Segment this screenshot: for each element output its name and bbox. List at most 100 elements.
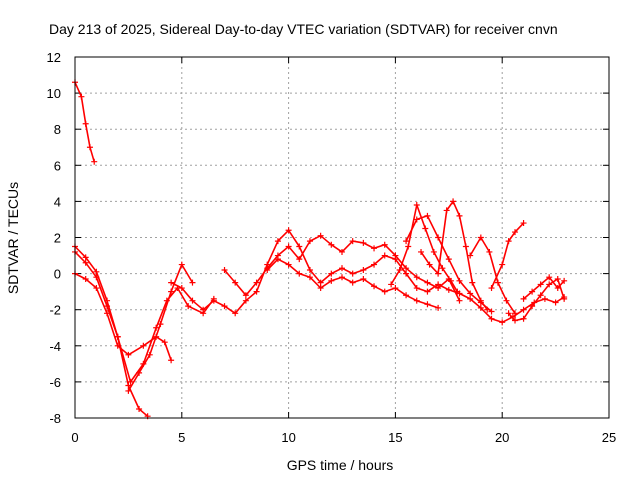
data-point (127, 378, 134, 385)
data-point (499, 319, 506, 326)
data-point (339, 248, 345, 255)
data-point (396, 266, 403, 273)
data-point (403, 238, 410, 245)
series-track-4 (74, 272, 172, 362)
data-point (285, 243, 292, 250)
x-tick-label: 10 (281, 430, 295, 445)
data-point (424, 288, 431, 295)
data-point (221, 303, 228, 310)
data-point (157, 321, 164, 328)
data-point (477, 304, 484, 311)
data-point (388, 281, 395, 288)
data-point (317, 279, 324, 286)
data-point (435, 234, 442, 241)
data-point (168, 288, 175, 295)
data-point (537, 281, 544, 288)
y-tick-label: -8 (49, 411, 61, 426)
data-point (477, 297, 484, 304)
series-track-1 (74, 81, 95, 163)
data-point (360, 239, 367, 246)
data-point (140, 342, 147, 349)
data-point (168, 357, 175, 364)
data-point (512, 317, 519, 324)
data-point (541, 295, 548, 302)
series-track-2 (74, 245, 149, 418)
y-tick-label: 12 (47, 50, 61, 65)
data-point (339, 274, 345, 281)
data-point (161, 339, 168, 346)
grid (75, 57, 609, 418)
data-point (505, 310, 512, 317)
y-axis-label: SDTVAR / TECUs (5, 182, 21, 294)
data-point (125, 382, 132, 389)
y-tick-label: 0 (54, 267, 61, 282)
data-point (520, 306, 527, 313)
y-tick-label: 6 (54, 158, 61, 173)
y-tick-label: 8 (54, 122, 61, 137)
data-point (561, 277, 568, 284)
data-point (520, 315, 527, 322)
data-point (512, 229, 519, 236)
data-point (82, 120, 89, 127)
data-point (467, 295, 474, 302)
series-track-6 (170, 229, 565, 324)
data-point (82, 276, 89, 283)
data-point (153, 324, 160, 331)
data-point (413, 297, 420, 304)
data-point (520, 295, 527, 302)
data-point (93, 274, 100, 281)
data-point (221, 266, 228, 273)
data-point (296, 270, 303, 277)
data-point (546, 274, 553, 281)
data-point (86, 144, 93, 151)
x-tick-label: 5 (178, 430, 185, 445)
x-tick-label: 15 (388, 430, 402, 445)
data-point (306, 274, 313, 281)
plot-frame (74, 56, 610, 419)
data-point (505, 238, 512, 245)
data-point (104, 310, 111, 317)
data-point (360, 266, 367, 273)
data-point (82, 259, 89, 266)
data-point (503, 297, 510, 304)
data-point (274, 238, 281, 245)
x-tick-label: 20 (495, 430, 509, 445)
data-point (537, 292, 544, 299)
y-tick-label: 2 (54, 231, 61, 246)
data-point (125, 351, 132, 358)
data-point (125, 387, 132, 394)
data-point (450, 198, 457, 205)
data-point (232, 279, 239, 286)
data-point (306, 266, 313, 273)
data-point (413, 202, 420, 209)
data-point (494, 279, 501, 286)
data-point (413, 274, 420, 281)
data-point (339, 265, 345, 272)
data-point (296, 243, 303, 250)
data-point (360, 276, 367, 283)
data-point (285, 227, 292, 234)
data-point (371, 261, 378, 268)
data-point (443, 207, 450, 214)
data-point (264, 266, 271, 273)
data-point (349, 270, 356, 277)
data-point (189, 279, 196, 286)
data-point (136, 405, 143, 412)
series-track-13 (490, 222, 525, 289)
data-point (114, 342, 121, 349)
data-point (435, 270, 442, 277)
chart-title: Day 213 of 2025, Sidereal Day-to-day VTE… (49, 21, 558, 37)
data-point (392, 252, 399, 259)
data-point (242, 292, 249, 299)
data-point (529, 303, 536, 310)
data-point (554, 276, 561, 283)
y-tick-label: -2 (49, 303, 61, 318)
data-point (424, 212, 431, 219)
data-point (405, 243, 412, 250)
data-point (349, 238, 356, 245)
data-point (349, 279, 356, 286)
data-point (403, 292, 410, 299)
data-point (456, 212, 463, 219)
data-point (477, 234, 484, 241)
